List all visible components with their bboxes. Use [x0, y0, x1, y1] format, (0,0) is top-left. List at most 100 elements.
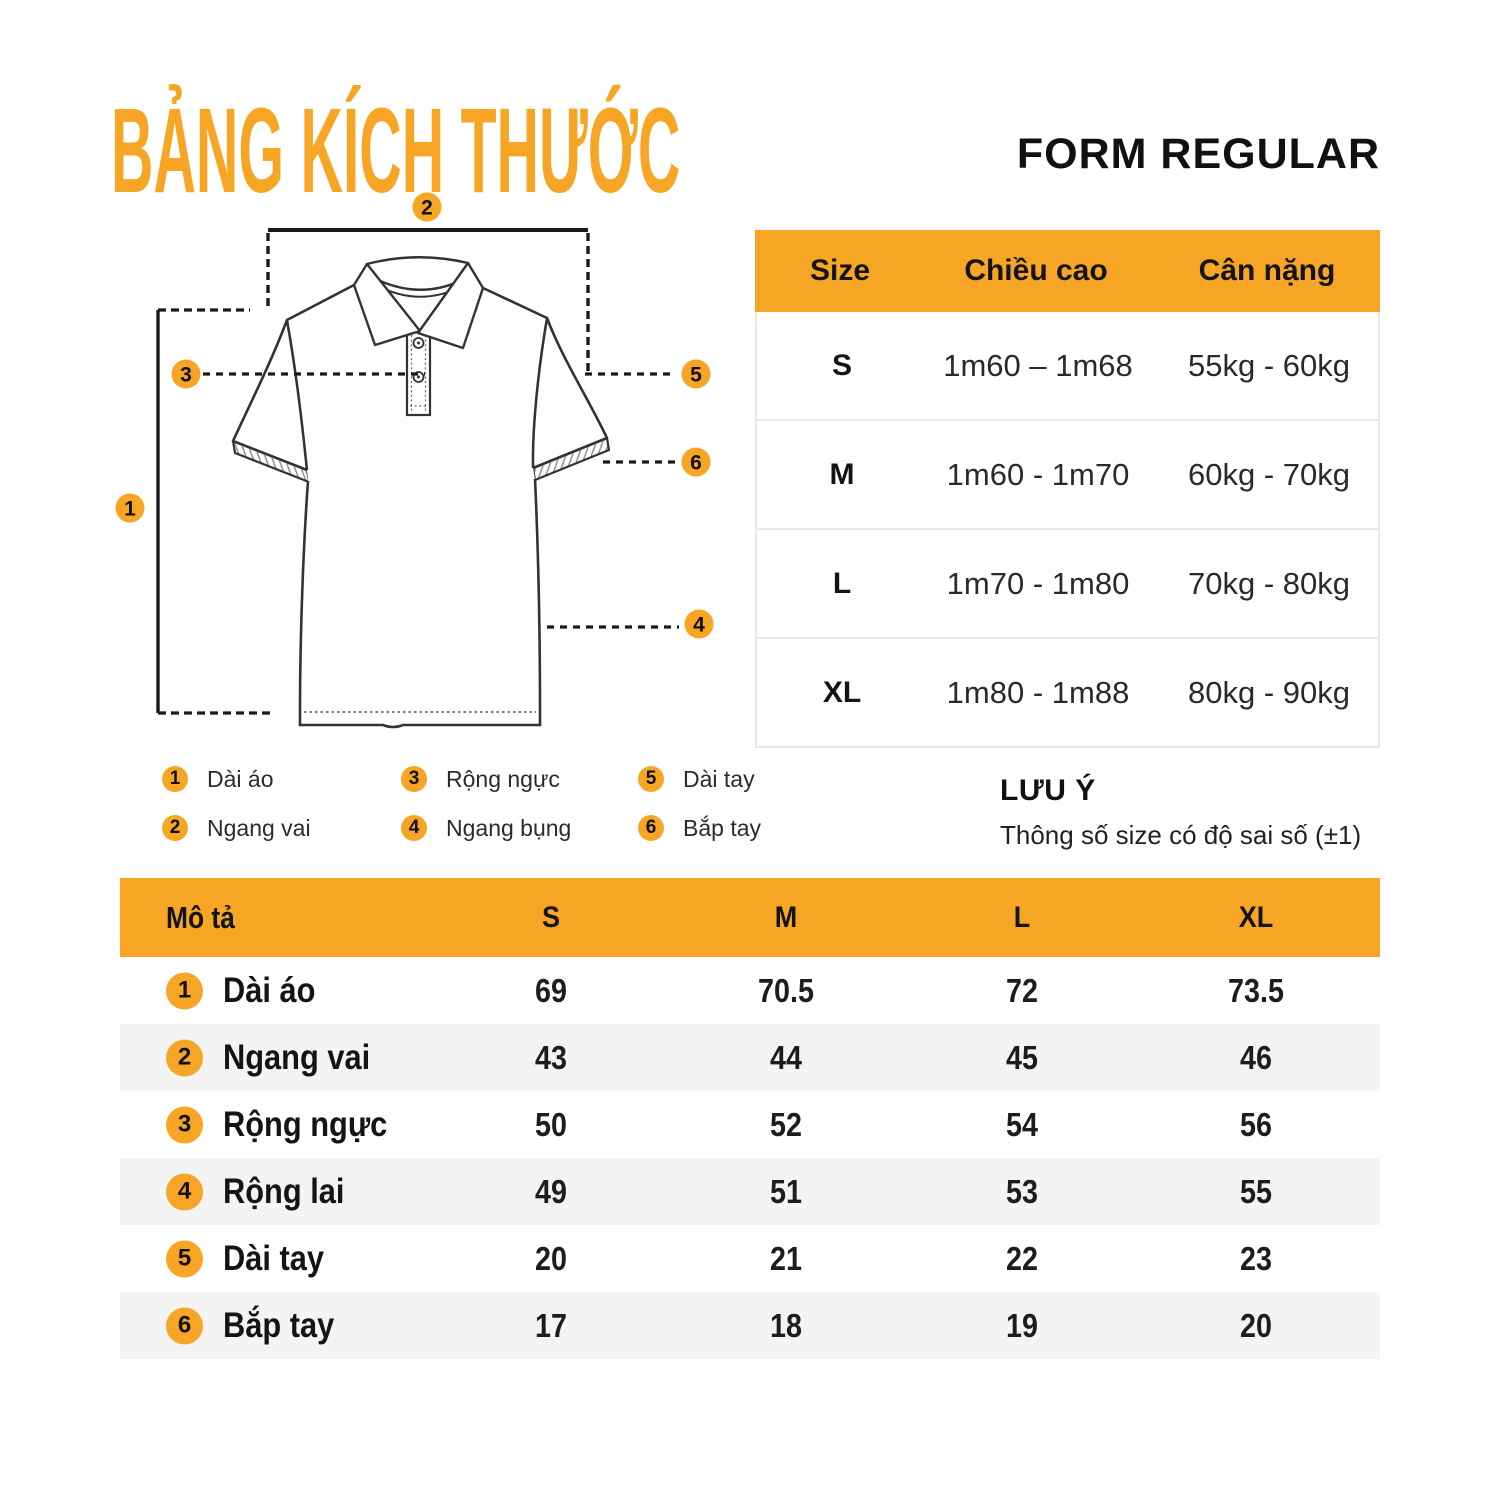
- height-cell: 1m70 - 1m80: [946, 565, 1130, 601]
- value-m: 51: [770, 1172, 802, 1210]
- size-cell: L: [832, 566, 852, 600]
- diagram-marker-4: 4: [684, 609, 714, 639]
- svg-text:4: 4: [693, 614, 705, 637]
- value-s: 43: [535, 1038, 567, 1076]
- value-l: 54: [1006, 1105, 1038, 1143]
- legend-label: Dài tay: [683, 765, 755, 792]
- row-badge: 5: [166, 1240, 203, 1277]
- value-l: 53: [1006, 1172, 1038, 1210]
- button-top-hole: [417, 341, 420, 345]
- legend-item-2: 2 Ngang vai: [162, 815, 311, 841]
- diagram-marker-5: 5: [681, 359, 711, 389]
- value-xl: 20: [1240, 1306, 1272, 1344]
- page-title: BẢNG KÍCH THƯỚC: [111, 82, 681, 218]
- right-armhole-seam: [531, 317, 549, 469]
- svg-text:1: 1: [124, 498, 136, 521]
- svg-text:2: 2: [421, 197, 433, 220]
- column-header-xl: XL: [1238, 900, 1274, 934]
- value-l: 22: [1006, 1239, 1038, 1277]
- legend-item-6: 6 Bắp tay: [638, 815, 761, 841]
- row-label: Dài tay: [223, 1238, 325, 1278]
- legend-badge-1: 1: [162, 766, 188, 792]
- shirt-body: [287, 285, 547, 725]
- form-label: FORM REGULAR: [1016, 130, 1380, 178]
- column-header-height: Chiều cao: [964, 254, 1108, 287]
- row-badge: 6: [166, 1307, 203, 1344]
- legend-badge-5: 5: [638, 766, 664, 792]
- row-label: Rộng ngực: [223, 1104, 388, 1144]
- collar-right-flap: [416, 261, 485, 350]
- diagram-marker-1: 1: [115, 493, 145, 523]
- value-l: 72: [1006, 971, 1038, 1009]
- legend-badge-4: 4: [401, 815, 427, 841]
- legend-label: Ngang vai: [207, 814, 311, 841]
- diagram-marker-2: 2: [412, 192, 442, 222]
- row-badge: 1: [166, 972, 203, 1009]
- size-recommendation-table: Size Chiều cao Cân nặng S 1m60 – 1m68 55…: [755, 230, 1380, 748]
- value-m: 18: [770, 1306, 802, 1344]
- value-m: 70.5: [758, 971, 814, 1009]
- value-s: 49: [535, 1172, 567, 1210]
- value-s: 50: [535, 1105, 567, 1143]
- column-header-l: L: [1013, 900, 1031, 934]
- legend-item-5: 5 Dài tay: [638, 766, 755, 792]
- weight-cell: 70kg - 80kg: [1188, 565, 1350, 601]
- polo-shirt-diagram: 2 1 3 5 6 4: [115, 192, 714, 729]
- measurement-row-6: 6 Bắp tay 17 18 19 20: [120, 1292, 1380, 1359]
- row-label: Dài áo: [223, 970, 316, 1010]
- weight-cell: 55kg - 60kg: [1188, 347, 1350, 383]
- legend-label: Bắp tay: [683, 814, 761, 841]
- legend-badge-6: 6: [638, 815, 664, 841]
- value-m: 21: [770, 1239, 802, 1277]
- svg-text:5: 5: [690, 364, 702, 387]
- note-text: Thông số size có độ sai số (±1): [1000, 820, 1362, 850]
- measurement-table-header: Mô tả S M L XL: [120, 878, 1380, 957]
- left-shoulder-seam: [286, 283, 355, 322]
- note-title: LƯU Ý: [1000, 774, 1096, 807]
- weight-cell: 60kg - 70kg: [1188, 456, 1350, 492]
- value-s: 69: [535, 971, 567, 1009]
- height-cell: 1m80 - 1m88: [946, 674, 1130, 710]
- column-header-m: M: [774, 900, 798, 934]
- svg-text:6: 6: [690, 452, 702, 475]
- size-row-xl: XL 1m80 - 1m88 80kg - 90kg: [757, 637, 1378, 746]
- weight-cell: 80kg - 90kg: [1188, 674, 1350, 710]
- column-header-s: S: [541, 900, 561, 934]
- legend-badge-3: 3: [401, 766, 427, 792]
- value-l: 19: [1006, 1306, 1038, 1344]
- value-xl: 56: [1240, 1105, 1272, 1143]
- svg-text:3: 3: [180, 364, 192, 387]
- height-cell: 1m60 - 1m70: [946, 456, 1130, 492]
- legend-label: Dài áo: [207, 765, 274, 792]
- size-row-m: M 1m60 - 1m70 60kg - 70kg: [757, 419, 1378, 528]
- row-badge: 4: [166, 1173, 203, 1210]
- size-cell: XL: [822, 675, 862, 709]
- diagram-marker-3: 3: [171, 359, 201, 389]
- value-xl: 55: [1240, 1172, 1272, 1210]
- measurement-row-4: 4 Rộng lai 49 51 53 55: [120, 1158, 1380, 1225]
- button-bottom-hole: [417, 375, 420, 379]
- collar-left-flap: [352, 262, 422, 347]
- legend-item-4: 4 Ngang bụng: [401, 815, 571, 841]
- measurement-table: Mô tả S M L XL 1 Dài áo 69 70.5 72 73.5 …: [120, 878, 1380, 1359]
- legend-badge-2: 2: [162, 815, 188, 841]
- row-badge: 2: [166, 1039, 203, 1076]
- legend-label: Ngang bụng: [446, 814, 572, 841]
- column-header-description: Mô tả: [166, 899, 235, 935]
- value-m: 52: [770, 1105, 802, 1143]
- row-badge: 3: [166, 1106, 203, 1143]
- legend-label: Rộng ngực: [446, 765, 560, 792]
- value-s: 17: [535, 1306, 567, 1344]
- value-m: 44: [770, 1038, 802, 1076]
- row-label: Ngang vai: [223, 1037, 371, 1077]
- legend-item-1: 1 Dài áo: [162, 766, 273, 792]
- value-xl: 46: [1240, 1038, 1272, 1076]
- column-header-size: Size: [809, 254, 871, 287]
- row-label: Rộng lai: [223, 1171, 345, 1211]
- measurement-row-3: 3 Rộng ngực 50 52 54 56: [120, 1091, 1380, 1158]
- measurement-row-1: 1 Dài áo 69 70.5 72 73.5: [120, 957, 1380, 1024]
- diagram-marker-6: 6: [681, 447, 711, 477]
- size-row-s: S 1m60 – 1m68 55kg - 60kg: [757, 312, 1378, 419]
- right-shoulder-seam: [482, 286, 548, 320]
